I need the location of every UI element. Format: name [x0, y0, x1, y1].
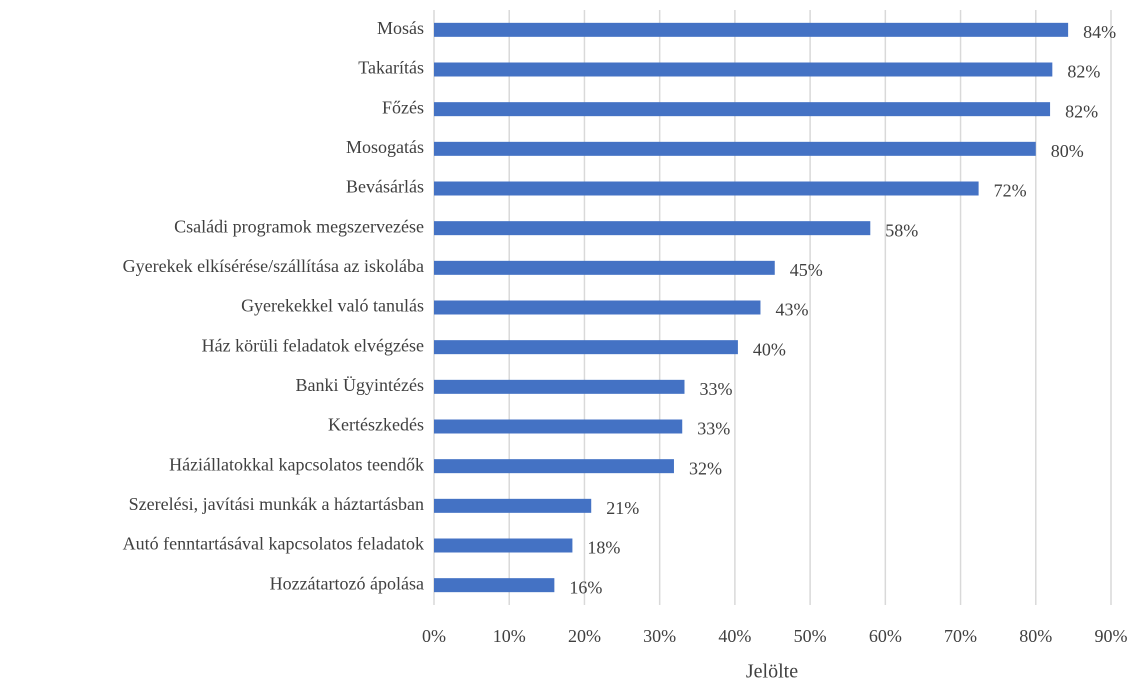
value-label: 84%: [1083, 22, 1116, 42]
value-label: 40%: [753, 339, 786, 359]
x-axis-title: Jelölte: [746, 661, 798, 682]
y-tick-label: Főzés: [382, 97, 424, 117]
value-label: 21%: [606, 498, 639, 518]
bar: [434, 260, 775, 275]
x-tick-label: 20%: [568, 626, 601, 646]
bar: [434, 379, 685, 394]
bar: [434, 102, 1051, 117]
y-tick-label: Takarítás: [358, 58, 424, 78]
value-label: 82%: [1065, 101, 1098, 121]
value-label: 33%: [699, 379, 732, 399]
y-tick-label: Családi programok megszervezése: [174, 216, 424, 236]
value-label: 33%: [697, 419, 730, 439]
bar: [434, 300, 761, 315]
x-tick-label: 40%: [718, 626, 751, 646]
x-tick-label: 30%: [643, 626, 676, 646]
y-tick-label: Szerelési, javítási munkák a háztartásba…: [129, 494, 424, 514]
bar: [434, 538, 573, 553]
value-label: 45%: [790, 260, 823, 280]
y-tick-label: Gyerekek elkísérése/szállítása az iskolá…: [123, 256, 424, 276]
x-tick-label: 90%: [1095, 626, 1128, 646]
y-tick-label: Banki Ügyintézés: [296, 375, 424, 395]
bar: [434, 181, 979, 196]
y-tick-label: Mosogatás: [346, 137, 424, 157]
value-label: 43%: [775, 300, 808, 320]
value-label: 32%: [689, 458, 722, 478]
y-tick-label: Autó fenntartásával kapcsolatos feladato…: [123, 534, 424, 554]
y-tick-label: Kertészkedés: [328, 415, 424, 435]
x-tick-label: 0%: [422, 626, 446, 646]
x-tick-label: 10%: [493, 626, 526, 646]
y-tick-label: Bevásárlás: [346, 177, 424, 197]
x-tick-label: 80%: [1019, 626, 1052, 646]
x-tick-label: 50%: [794, 626, 827, 646]
bar: [434, 340, 738, 355]
y-tick-label: Ház körüli feladatok elvégzése: [202, 335, 424, 355]
x-tick-label: 70%: [944, 626, 977, 646]
y-tick-label: Háziállatokkal kapcsolatos teendők: [169, 454, 424, 474]
bar: [434, 221, 871, 236]
y-tick-label: Mosás: [377, 18, 424, 38]
bar: [434, 141, 1036, 156]
y-tick-label: Hozzátartozó ápolása: [270, 573, 424, 593]
value-label: 82%: [1067, 62, 1100, 82]
bar: [434, 62, 1053, 77]
bar: [434, 22, 1069, 37]
x-tick-label: 60%: [869, 626, 902, 646]
y-tick-label: Gyerekekkel való tanulás: [241, 296, 424, 316]
value-label: 80%: [1051, 141, 1084, 161]
value-label: 16%: [569, 577, 602, 597]
bar: [434, 498, 592, 513]
bar: [434, 578, 555, 593]
bar: [434, 419, 683, 434]
value-label: 72%: [994, 181, 1027, 201]
bar: [434, 459, 674, 474]
value-label: 18%: [587, 538, 620, 558]
value-label: 58%: [885, 220, 918, 240]
